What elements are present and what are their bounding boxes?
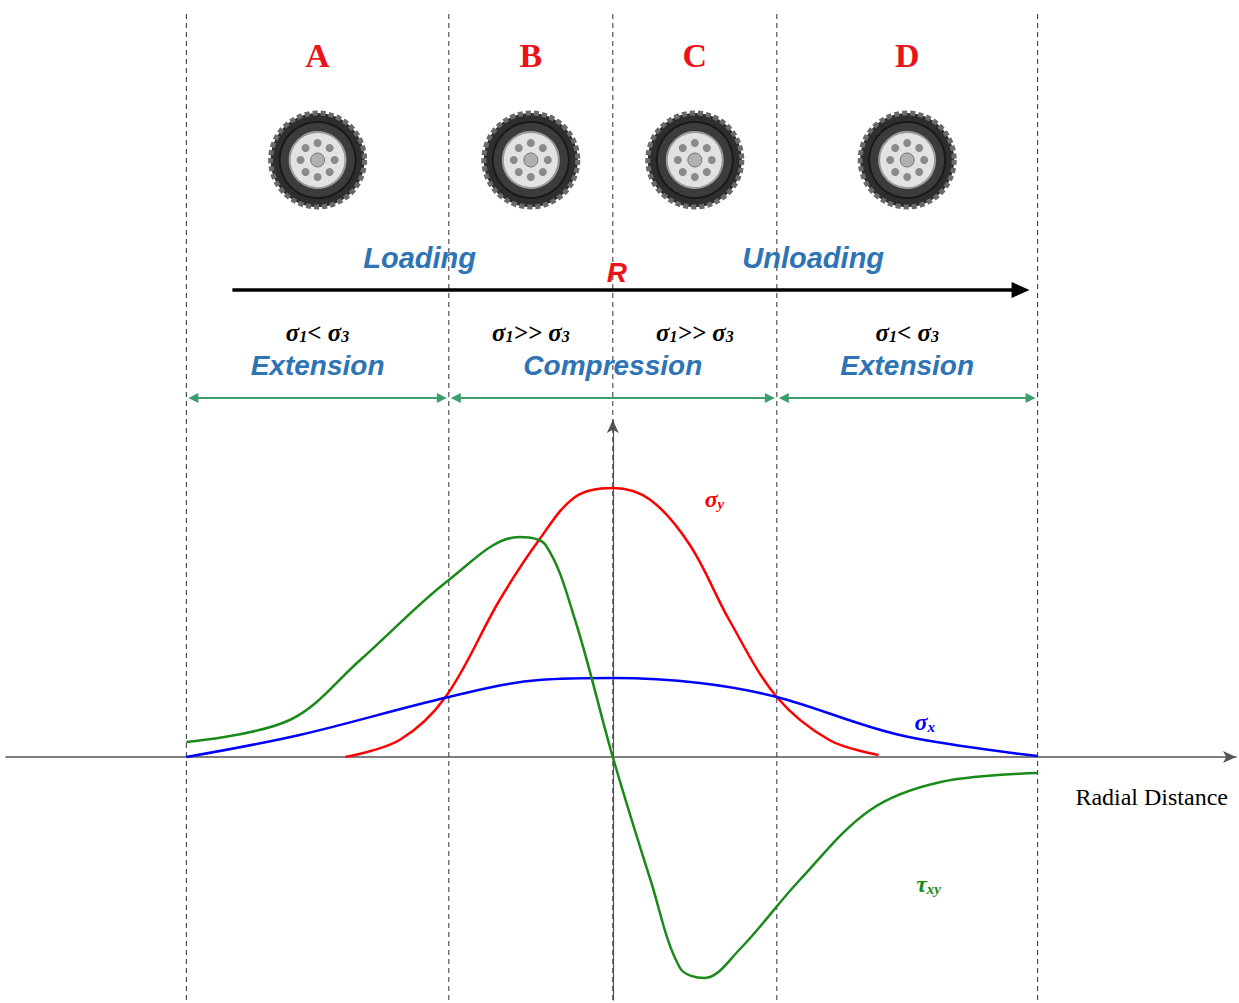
svg-text:1: 1 <box>299 328 307 345</box>
svg-text:1: 1 <box>669 328 677 345</box>
svg-text:1: 1 <box>505 328 513 345</box>
svg-text:B: B <box>519 37 542 74</box>
svg-text:D: D <box>895 37 920 74</box>
svg-text:σ: σ <box>327 318 342 346</box>
svg-text:<: < <box>307 319 328 346</box>
svg-text:τ: τ <box>916 871 927 897</box>
svg-text:>>: >> <box>513 319 548 346</box>
svg-text:Radial Distance: Radial Distance <box>1075 784 1228 810</box>
svg-text:σ: σ <box>917 318 931 346</box>
svg-text:Compression: Compression <box>523 350 702 381</box>
svg-text:σ: σ <box>548 318 562 346</box>
svg-text:σ: σ <box>705 486 719 512</box>
svg-text:y: y <box>716 496 725 512</box>
svg-text:3: 3 <box>725 328 734 345</box>
svg-text:1: 1 <box>889 328 897 345</box>
svg-text:σ: σ <box>491 318 506 346</box>
svg-text:3: 3 <box>340 328 349 345</box>
svg-text:<: < <box>897 319 918 346</box>
svg-text:σ: σ <box>915 709 929 735</box>
svg-text:Unloading: Unloading <box>742 242 884 274</box>
svg-text:>>: >> <box>677 319 712 346</box>
svg-text:A: A <box>305 37 330 74</box>
svg-text:σ: σ <box>285 318 300 346</box>
svg-text:3: 3 <box>561 328 570 345</box>
svg-text:σ: σ <box>875 318 889 346</box>
svg-text:σ: σ <box>712 318 726 346</box>
svg-text:xy: xy <box>926 881 942 897</box>
svg-text:Extension: Extension <box>251 350 385 381</box>
svg-text:3: 3 <box>930 328 939 345</box>
svg-text:R: R <box>607 257 628 288</box>
svg-text:Loading: Loading <box>363 242 476 274</box>
svg-text:Extension: Extension <box>840 350 974 381</box>
svg-text:x: x <box>926 719 935 735</box>
svg-text:C: C <box>683 37 708 74</box>
svg-text:σ: σ <box>655 318 670 346</box>
